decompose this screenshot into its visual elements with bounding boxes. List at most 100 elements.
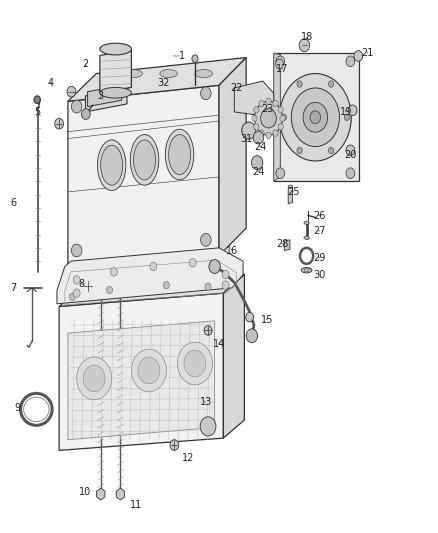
Circle shape [254,101,283,135]
Circle shape [204,326,212,335]
Circle shape [201,87,211,100]
Text: 16: 16 [226,246,238,255]
Circle shape [77,357,112,400]
Circle shape [222,281,229,289]
Text: 10: 10 [79,487,92,497]
Circle shape [346,145,355,156]
Circle shape [246,329,258,343]
Text: 32: 32 [157,78,170,87]
Circle shape [170,440,179,450]
Circle shape [273,130,278,136]
Text: 18: 18 [300,33,313,42]
Circle shape [252,115,257,122]
Ellipse shape [195,70,212,78]
Polygon shape [219,58,246,256]
Circle shape [150,262,157,271]
Circle shape [253,131,264,144]
Ellipse shape [97,140,126,191]
Circle shape [201,233,211,246]
Text: 31: 31 [240,134,253,143]
Text: 5: 5 [34,107,40,117]
Ellipse shape [160,70,177,78]
Circle shape [189,259,196,267]
Circle shape [83,365,105,392]
Text: 14: 14 [213,339,225,349]
Ellipse shape [169,134,191,175]
Polygon shape [85,88,127,112]
Circle shape [131,349,166,392]
Polygon shape [68,321,215,440]
Ellipse shape [100,43,131,55]
Circle shape [73,289,80,297]
Circle shape [328,147,334,154]
Text: 7: 7 [10,283,16,293]
Polygon shape [59,293,223,450]
Circle shape [276,59,283,69]
Circle shape [34,96,40,103]
Text: 13: 13 [200,398,212,407]
Circle shape [242,122,256,139]
Ellipse shape [101,145,123,185]
Circle shape [278,107,283,113]
Text: 23: 23 [261,104,273,114]
Circle shape [163,281,170,289]
Circle shape [273,100,278,107]
Polygon shape [223,274,244,438]
Text: 17: 17 [276,64,289,74]
Circle shape [310,111,321,124]
Ellipse shape [301,268,312,273]
Circle shape [205,283,211,290]
Text: 20: 20 [344,150,357,159]
Circle shape [303,102,328,132]
Polygon shape [274,53,359,181]
Polygon shape [116,488,125,500]
Circle shape [278,124,283,130]
Ellipse shape [288,185,293,188]
Polygon shape [68,85,219,272]
Circle shape [222,270,229,279]
Text: 21: 21 [362,49,374,58]
Circle shape [259,130,264,136]
Text: 9: 9 [14,403,21,413]
Text: 2: 2 [82,59,88,69]
Text: 8: 8 [78,279,84,288]
Circle shape [297,81,302,87]
Circle shape [246,312,254,322]
Circle shape [346,56,355,67]
Polygon shape [68,58,246,101]
Circle shape [138,357,160,384]
Circle shape [279,74,351,161]
Polygon shape [100,50,131,93]
Circle shape [209,260,220,273]
Ellipse shape [100,87,131,98]
Circle shape [251,156,263,169]
Circle shape [110,268,117,276]
Ellipse shape [131,135,159,185]
Circle shape [291,88,339,147]
Text: 6: 6 [10,198,16,207]
Text: 24: 24 [254,142,267,151]
Circle shape [348,105,357,116]
Circle shape [81,109,90,119]
Circle shape [200,417,216,436]
Text: 29: 29 [314,253,326,263]
Circle shape [71,244,82,257]
Polygon shape [88,85,122,107]
Circle shape [346,168,355,179]
Text: 24: 24 [252,167,265,176]
Text: 12: 12 [182,454,194,463]
Circle shape [297,147,302,154]
Polygon shape [96,488,105,500]
Circle shape [276,168,285,179]
Polygon shape [59,274,244,306]
Polygon shape [234,81,274,117]
Text: 4: 4 [47,78,53,87]
Circle shape [177,342,212,385]
Circle shape [71,100,82,113]
Circle shape [73,276,80,284]
Text: 27: 27 [314,227,326,236]
Text: 19: 19 [340,107,352,117]
Polygon shape [274,53,280,181]
Circle shape [281,114,286,120]
Polygon shape [288,187,293,204]
